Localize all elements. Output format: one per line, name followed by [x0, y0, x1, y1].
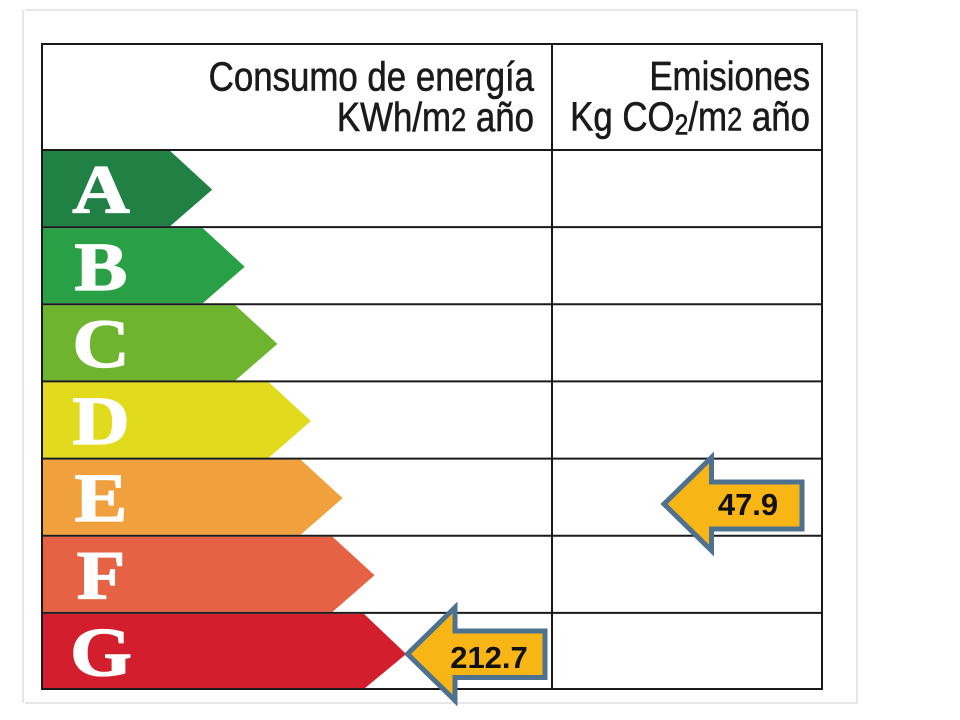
svg-text:A: A [72, 152, 130, 228]
svg-text:B: B [75, 229, 128, 305]
svg-text:C: C [72, 307, 129, 383]
svg-text:G: G [70, 615, 132, 691]
svg-text:E: E [75, 461, 128, 537]
svg-text:KWh/m2 año: KWh/m2 año [337, 95, 534, 140]
svg-text:Emisiones: Emisiones [649, 54, 810, 99]
svg-text:Kg CO2/m2 año: Kg CO2/m2 año [570, 95, 810, 141]
svg-text:212.7: 212.7 [450, 640, 528, 675]
svg-text:D: D [72, 384, 129, 460]
svg-text:Consumo de energía: Consumo de energía [209, 55, 535, 100]
svg-text:47.9: 47.9 [718, 487, 778, 522]
svg-text:F: F [77, 538, 125, 614]
